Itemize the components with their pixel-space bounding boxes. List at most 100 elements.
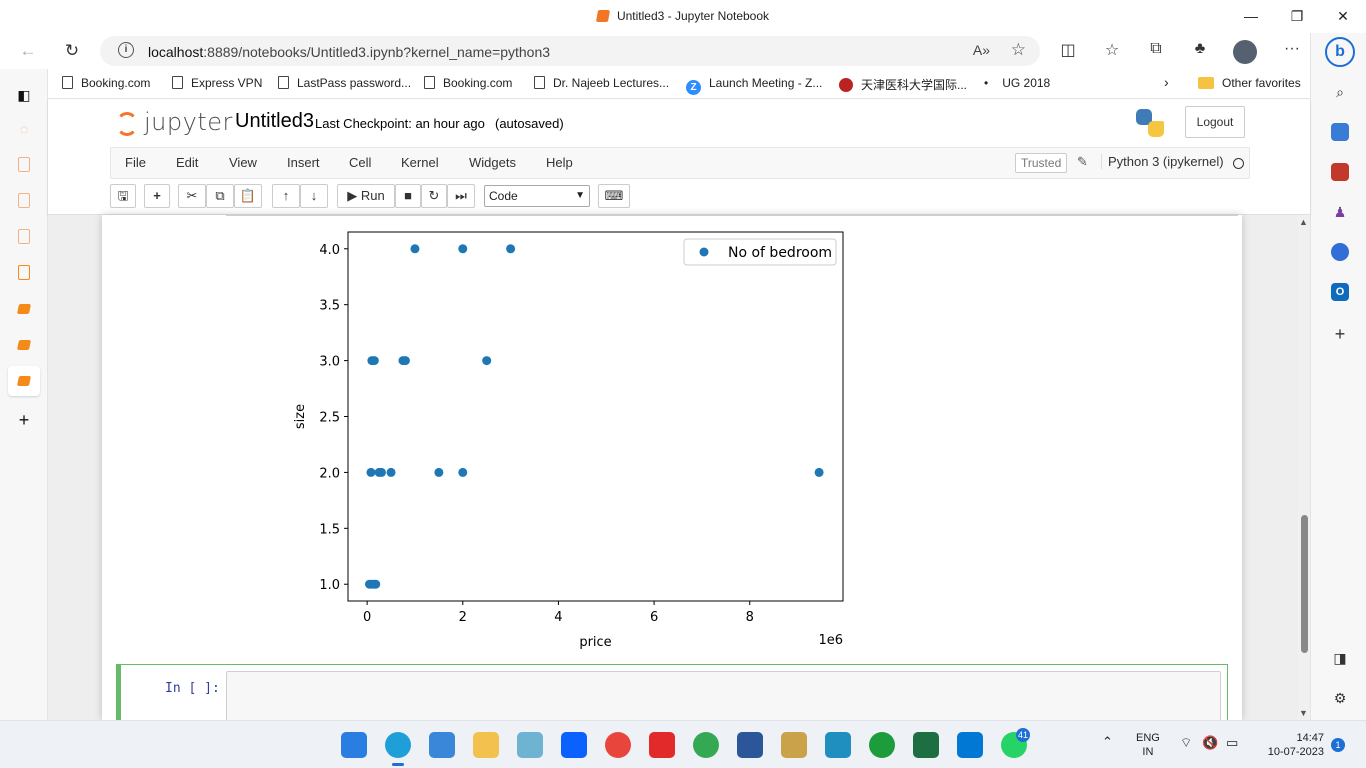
chevron-right-icon[interactable]: › [1164, 74, 1169, 90]
trusted-indicator[interactable]: Trusted [1015, 153, 1068, 173]
move-up-arrow-icon[interactable]: ↑ [272, 184, 300, 208]
edge-browser-icon[interactable] [385, 732, 411, 766]
restart-icon[interactable]: ↻ [421, 184, 447, 208]
site-info-icon[interactable]: i [118, 42, 134, 58]
sync-app-icon[interactable] [869, 732, 895, 758]
restart-run-all-icon[interactable]: ⏭ [447, 184, 475, 208]
windows-start-icon[interactable] [341, 732, 367, 758]
mail-icon[interactable] [429, 732, 455, 758]
word-icon[interactable] [737, 732, 763, 758]
favorite-item[interactable]: Z Launch Meeting - Z... [686, 76, 822, 95]
new-tab-plus-icon[interactable]: + [18, 410, 30, 430]
scroll-down-arrow-icon[interactable]: ▼ [1299, 708, 1308, 718]
favorite-item[interactable]: Dr. Najeeb Lectures... [534, 76, 669, 90]
minimize-button[interactable]: — [1244, 8, 1258, 24]
copy-icon[interactable]: ⧉ [206, 184, 234, 208]
cell-type-select[interactable]: Code ▼ [484, 185, 590, 207]
menu-widgets[interactable]: Widgets [469, 155, 516, 170]
excel-icon[interactable] [913, 732, 939, 758]
split-screen-icon[interactable]: ◫ [1060, 42, 1076, 59]
page-tab-icon[interactable] [18, 193, 30, 208]
wps-office-icon[interactable] [649, 732, 675, 758]
back-arrow-icon[interactable]: ← [19, 41, 37, 60]
page-tab-icon[interactable] [18, 229, 30, 244]
menu-insert[interactable]: Insert [287, 155, 320, 170]
paste-icon[interactable]: 📋 [234, 184, 262, 208]
code-cell[interactable]: In [ ]: [116, 664, 1228, 731]
menu-kernel[interactable]: Kernel [401, 155, 439, 170]
edit-pencil-icon[interactable]: ✎ [1077, 154, 1088, 169]
language-indicator[interactable]: ENG IN [1136, 731, 1160, 759]
url-text[interactable]: localhost:8889/notebooks/Untitled3.ipynb… [148, 44, 551, 60]
more-menu-icon[interactable]: ··· [1284, 40, 1300, 57]
shopping-tag-icon[interactable] [1331, 123, 1349, 141]
favorite-item[interactable]: • UG 2018 [984, 76, 1051, 90]
menu-edit[interactable]: Edit [176, 155, 199, 170]
collections-icon[interactable]: ⧉ [1150, 40, 1162, 57]
chrome-profile-icon[interactable] [693, 732, 719, 758]
kernel-idle-indicator-icon [1233, 158, 1244, 169]
jupyter-tab-icon[interactable] [16, 304, 32, 314]
notepad-icon[interactable] [825, 732, 851, 758]
chrome-icon[interactable] [605, 732, 631, 758]
vscode-icon[interactable] [957, 732, 983, 758]
file-explorer-icon[interactable] [473, 732, 499, 758]
favorite-item[interactable]: Other favorites [1198, 76, 1301, 90]
run-button[interactable]: ▶ Run [337, 184, 395, 208]
move-down-arrow-icon[interactable]: ↓ [300, 184, 328, 208]
menu-help[interactable]: Help [546, 155, 573, 170]
sidebar-collapse-icon[interactable]: ◨ [1333, 650, 1347, 666]
favorite-item[interactable]: LastPass password... [278, 76, 411, 90]
save-icon[interactable]: 🖫 [110, 184, 136, 208]
menu-view[interactable]: View [229, 155, 257, 170]
clock[interactable]: 14:47 10-07-2023 [1258, 731, 1324, 759]
logout-button[interactable]: Logout [1185, 106, 1245, 138]
microsoft-365-icon[interactable] [1331, 243, 1349, 261]
jupyter-tab-icon[interactable] [16, 376, 32, 386]
favorite-item[interactable]: Booking.com [424, 76, 512, 90]
page-tab-icon[interactable] [18, 157, 30, 172]
tools-icon[interactable] [1331, 163, 1349, 181]
wifi-icon[interactable]: ⌔ [1180, 735, 1193, 750]
close-window-button[interactable]: ✕ [1337, 8, 1349, 24]
extension-icon[interactable]: ♣ [1194, 40, 1206, 57]
refresh-icon[interactable]: ↻ [64, 41, 80, 60]
cut-scissors-icon[interactable]: ✂ [178, 184, 206, 208]
battery-icon[interactable]: ▭ [1226, 735, 1239, 750]
outlook-icon[interactable]: O [1331, 283, 1349, 301]
profile-avatar[interactable] [1233, 40, 1257, 64]
settings-gear-icon[interactable]: ⚙ [1333, 690, 1347, 706]
kernel-name[interactable]: Python 3 (ipykernel) [1101, 154, 1224, 169]
dropbox-icon[interactable] [561, 732, 587, 758]
notebook-scrollbar[interactable]: ▲ ▼ [1298, 215, 1310, 720]
jupyter-tab-icon[interactable] [16, 340, 32, 350]
interrupt-stop-icon[interactable]: ■ [395, 184, 421, 208]
favorites-icon[interactable]: ☆ [1104, 42, 1120, 59]
scroll-up-arrow-icon[interactable]: ▲ [1299, 217, 1308, 227]
bing-copilot-icon[interactable]: b [1325, 37, 1355, 67]
notebook-title[interactable]: Untitled3 [235, 110, 314, 132]
restore-button[interactable]: ❐ [1290, 8, 1304, 24]
favorite-item[interactable]: 天津医科大学国际... [839, 76, 967, 93]
command-palette-keyboard-icon[interactable]: ⌨ [598, 184, 630, 208]
insert-cell-plus-icon[interactable]: + [144, 184, 170, 208]
tab-actions-icon[interactable]: ◧ [17, 87, 31, 103]
favorite-item[interactable]: Express VPN [172, 76, 262, 90]
add-sidebar-app-icon[interactable]: + [1334, 324, 1346, 344]
show-hidden-icons-chevron-icon[interactable]: ⌃ [1102, 734, 1113, 749]
add-favorite-star-icon[interactable]: ☆ [1010, 40, 1026, 59]
page-tab-icon[interactable] [18, 265, 30, 280]
volume-muted-icon[interactable]: 🔇 [1202, 735, 1219, 750]
menu-file[interactable]: File [125, 155, 146, 170]
favorite-item[interactable]: Booking.com [62, 76, 150, 90]
loading-tab-icon[interactable]: ◌ [19, 121, 29, 137]
search-icon[interactable]: ⌕ [1336, 84, 1344, 100]
address-bar[interactable]: i localhost:8889/notebooks/Untitled3.ipy… [100, 36, 1040, 66]
read-aloud-icon[interactable]: A» [972, 42, 990, 58]
menu-cell[interactable]: Cell [349, 155, 372, 170]
virtualbox-icon[interactable] [517, 732, 543, 758]
scrollbar-thumb[interactable] [1301, 515, 1308, 653]
documents-app-icon[interactable] [781, 732, 807, 758]
games-icon[interactable]: ♟ [1333, 204, 1347, 220]
notification-badge[interactable]: 1 [1331, 738, 1345, 752]
